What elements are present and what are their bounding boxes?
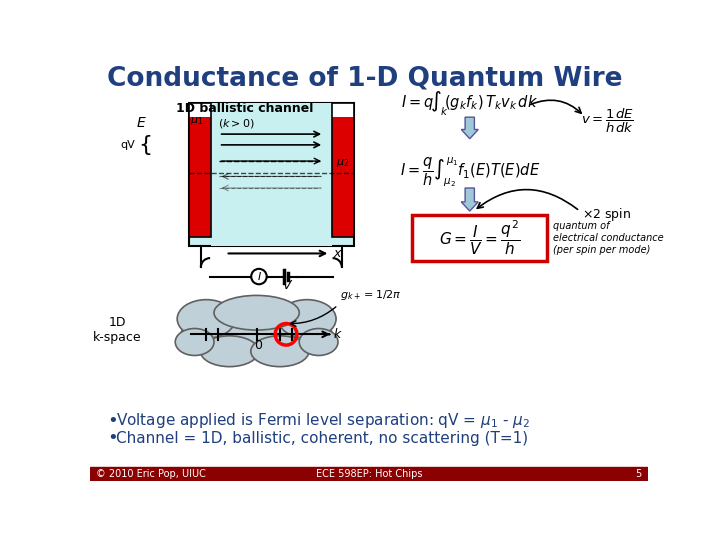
Text: I: I: [257, 272, 261, 281]
Text: Channel = 1D, ballistic, coherent, no scattering (T=1): Channel = 1D, ballistic, coherent, no sc…: [117, 431, 528, 445]
Ellipse shape: [200, 336, 258, 367]
Text: © 2010 Eric Pop, UIUC: © 2010 Eric Pop, UIUC: [96, 469, 206, 478]
Bar: [211, 103, 332, 246]
FancyArrow shape: [462, 188, 478, 211]
Ellipse shape: [251, 336, 309, 367]
Ellipse shape: [181, 309, 332, 359]
Text: $(k > 0)$: $(k > 0)$: [218, 117, 255, 130]
Text: quantum of
electrical conductance
(per spin per mode): quantum of electrical conductance (per s…: [554, 221, 664, 255]
Circle shape: [251, 269, 266, 284]
Text: 0: 0: [254, 339, 262, 353]
Text: {: {: [139, 135, 153, 155]
Bar: [189, 117, 211, 237]
Text: $g_{k+} = 1/2\pi$: $g_{k+} = 1/2\pi$: [340, 288, 401, 302]
Bar: [189, 103, 211, 117]
Ellipse shape: [214, 295, 300, 330]
Bar: [332, 103, 354, 117]
Text: E: E: [137, 116, 145, 130]
Text: 5: 5: [636, 469, 642, 478]
Text: •: •: [107, 411, 118, 429]
Text: k: k: [333, 328, 341, 341]
Bar: [332, 117, 354, 237]
Bar: [90, 467, 648, 481]
Text: $\mu_2$: $\mu_2$: [336, 157, 349, 168]
Text: qV: qV: [120, 140, 135, 150]
Text: $\times 2$ spin: $\times 2$ spin: [582, 206, 631, 224]
Bar: [211, 103, 332, 246]
Text: V: V: [282, 279, 290, 292]
Ellipse shape: [177, 300, 235, 338]
Text: •: •: [107, 429, 118, 447]
Ellipse shape: [175, 328, 214, 355]
Text: Conductance of 1-D Quantum Wire: Conductance of 1-D Quantum Wire: [107, 66, 623, 92]
Text: $I = \dfrac{q}{h}\int_{\mu_2}^{\mu_1} f_1(E)T(E)dE$: $I = \dfrac{q}{h}\int_{\mu_2}^{\mu_1} f_…: [400, 156, 540, 189]
Ellipse shape: [278, 300, 336, 338]
Bar: [412, 215, 547, 261]
Text: $\mu_1$: $\mu_1$: [190, 115, 204, 127]
Ellipse shape: [300, 328, 338, 355]
Text: ECE 598EP: Hot Chips: ECE 598EP: Hot Chips: [316, 469, 422, 478]
Text: $I = q\!\int_k\!(g_k f_k)\,T_k v_k\,dk$: $I = q\!\int_k\!(g_k f_k)\,T_k v_k\,dk$: [401, 89, 539, 118]
Text: $v = \dfrac{1}{h}\dfrac{dE}{dk}$: $v = \dfrac{1}{h}\dfrac{dE}{dk}$: [581, 107, 634, 135]
Text: $G = \dfrac{I}{V} = \dfrac{q^2}{h}$: $G = \dfrac{I}{V} = \dfrac{q^2}{h}$: [438, 219, 520, 257]
Text: Voltage applied is Fermi level separation: qV = $\mu_1$ - $\mu_2$: Voltage applied is Fermi level separatio…: [117, 411, 531, 430]
Text: x: x: [333, 247, 341, 260]
FancyArrow shape: [462, 117, 478, 139]
Text: 1D
k-space: 1D k-space: [93, 316, 141, 345]
Text: 1D ballistic channel: 1D ballistic channel: [176, 102, 314, 115]
Bar: [332, 103, 354, 237]
Bar: [189, 103, 354, 246]
Bar: [189, 103, 211, 237]
